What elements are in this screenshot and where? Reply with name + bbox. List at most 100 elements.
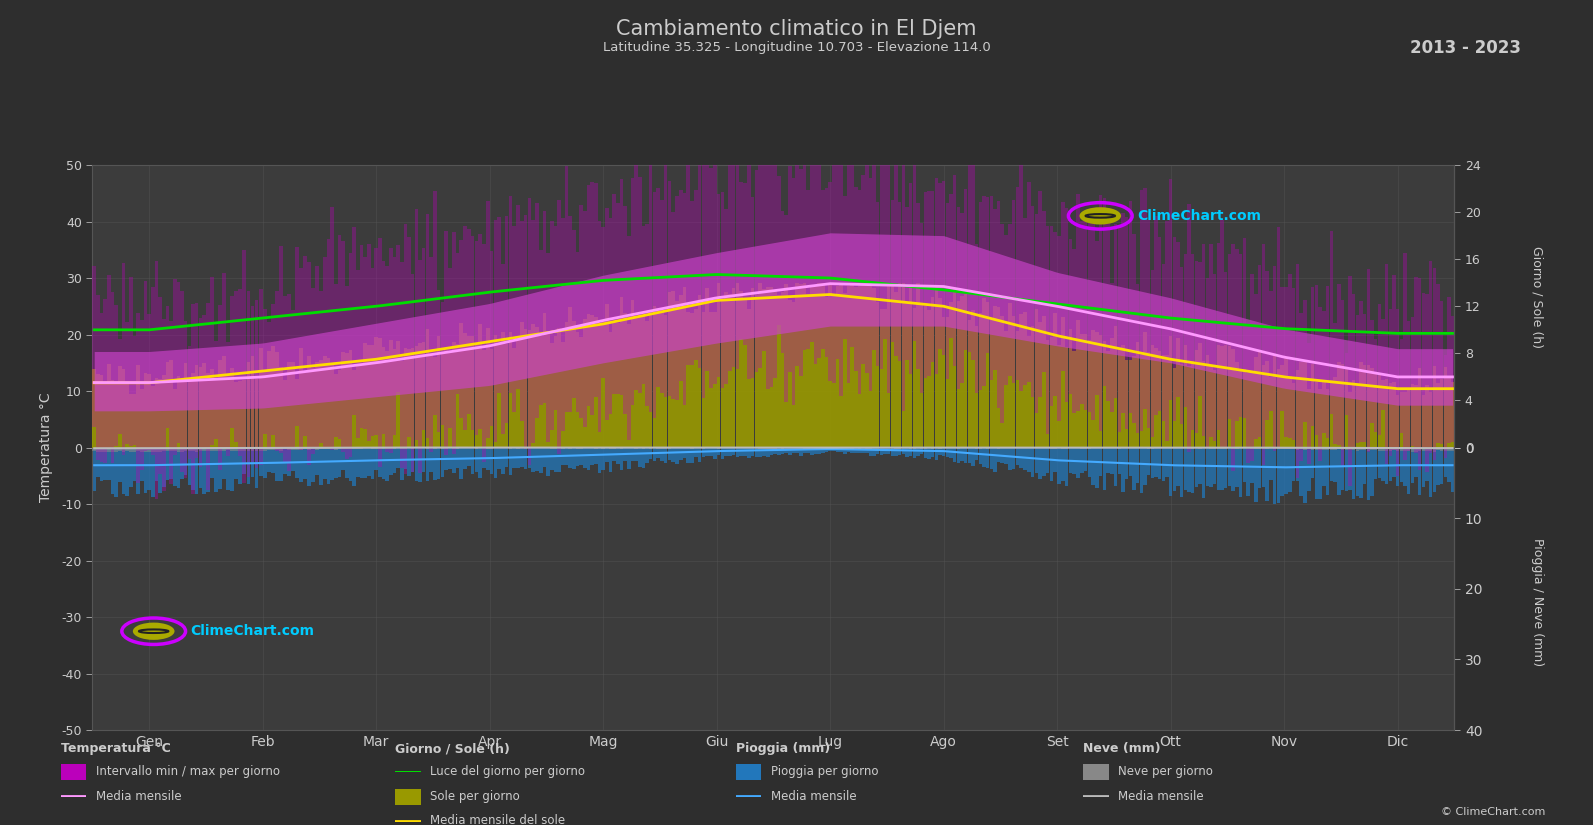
Bar [341, 242, 346, 452]
Bar [1012, 447, 1015, 469]
Bar [126, 447, 129, 451]
Bar [1155, 348, 1158, 447]
Bar [1099, 335, 1102, 447]
Bar [1129, 360, 1133, 447]
Bar [143, 447, 147, 452]
Bar [1231, 447, 1235, 449]
Bar [349, 253, 352, 457]
Bar [263, 309, 266, 434]
Bar [508, 196, 513, 393]
Bar [910, 183, 913, 374]
Bar [444, 447, 448, 470]
Bar [1164, 355, 1169, 447]
Bar [687, 313, 690, 447]
Bar [648, 447, 653, 459]
Bar [408, 349, 411, 447]
Bar [483, 447, 486, 468]
Bar [1251, 372, 1254, 447]
Bar [467, 229, 470, 414]
Bar [1000, 316, 1004, 447]
Bar [1370, 447, 1373, 450]
Bar [1169, 179, 1172, 400]
Bar [964, 295, 967, 447]
Bar [360, 245, 363, 427]
Bar [118, 447, 121, 451]
Bar [292, 310, 295, 448]
Bar [854, 447, 857, 449]
Bar [1392, 447, 1395, 477]
Bar [1341, 299, 1344, 467]
Bar [989, 447, 992, 469]
Bar [483, 243, 486, 462]
Bar [177, 282, 180, 443]
Bar [132, 394, 137, 447]
Bar [338, 447, 341, 449]
Bar [516, 205, 519, 389]
Bar [784, 215, 789, 402]
Bar [180, 447, 183, 478]
Bar [851, 144, 854, 347]
Bar [1410, 447, 1415, 483]
Bar [231, 296, 234, 427]
Bar [902, 146, 905, 412]
Bar [422, 447, 425, 472]
Bar [508, 447, 513, 449]
Bar [1265, 447, 1270, 502]
Bar [725, 210, 728, 384]
Bar [151, 447, 155, 451]
Bar [143, 447, 147, 493]
Bar [180, 381, 183, 447]
Bar [898, 447, 902, 449]
Bar [862, 447, 865, 449]
Bar [1359, 362, 1362, 447]
Bar [1072, 248, 1075, 413]
Bar [887, 447, 890, 455]
Bar [1042, 316, 1045, 447]
Bar [894, 292, 898, 447]
Bar [1069, 239, 1072, 394]
Bar [873, 447, 876, 456]
Bar [129, 276, 132, 446]
Bar [1020, 314, 1023, 447]
Bar [781, 447, 784, 449]
Bar [516, 340, 519, 447]
Bar [612, 447, 616, 461]
Bar [597, 220, 601, 432]
Bar [1270, 377, 1273, 447]
Bar [916, 447, 919, 449]
Bar [1429, 262, 1432, 453]
Bar [1378, 374, 1381, 447]
Bar [486, 328, 489, 447]
Bar [403, 447, 408, 469]
Bar [303, 257, 307, 436]
Bar [287, 447, 292, 476]
Bar [648, 153, 653, 412]
Bar [709, 447, 712, 455]
Bar [1364, 447, 1367, 450]
Bar [1169, 447, 1172, 496]
Bar [667, 181, 671, 396]
Bar [660, 200, 664, 393]
Bar [961, 213, 964, 383]
Bar [997, 447, 1000, 449]
Bar [1206, 278, 1209, 448]
Bar [524, 214, 527, 449]
Bar [1223, 447, 1227, 488]
Bar [569, 216, 572, 412]
Bar [1426, 385, 1429, 447]
Bar [747, 309, 750, 447]
Bar [1403, 392, 1407, 447]
Bar [194, 447, 199, 494]
Bar [452, 447, 456, 473]
Bar [389, 340, 392, 447]
Bar [1192, 254, 1195, 431]
Bar [397, 447, 400, 449]
Bar [1064, 209, 1069, 402]
Bar [1031, 206, 1034, 397]
Bar [953, 290, 956, 447]
Bar [736, 162, 739, 369]
Bar [226, 447, 229, 450]
Bar [653, 447, 656, 461]
Bar [739, 182, 742, 339]
Bar [371, 447, 374, 449]
